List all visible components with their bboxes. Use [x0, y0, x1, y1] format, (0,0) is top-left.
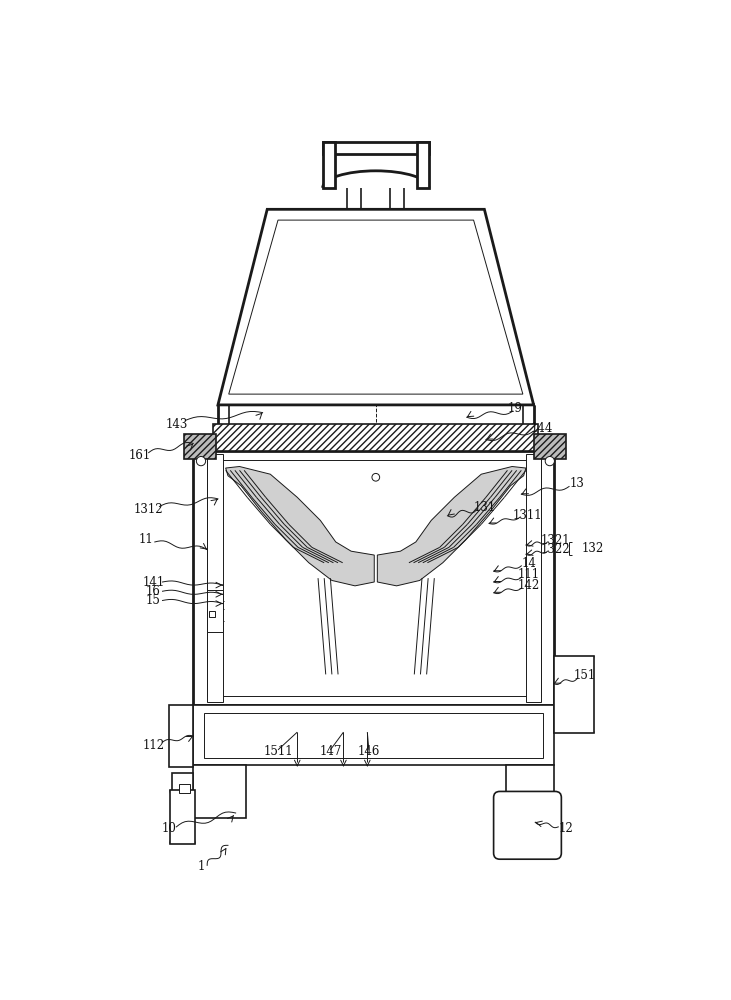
Text: 1321: 1321: [540, 534, 570, 547]
Bar: [322, 142, 429, 154]
Bar: [193, 765, 246, 818]
Bar: [179, 784, 190, 793]
Bar: [553, 656, 594, 733]
Text: 146: 146: [357, 745, 380, 758]
Text: 141: 141: [142, 576, 164, 588]
FancyBboxPatch shape: [493, 791, 561, 859]
Text: 132: 132: [581, 542, 604, 555]
Bar: [172, 773, 193, 810]
Bar: [322, 142, 335, 188]
Polygon shape: [226, 466, 374, 586]
Text: 1322: 1322: [540, 543, 570, 556]
Circle shape: [372, 473, 379, 481]
Bar: [170, 790, 195, 844]
Text: 111: 111: [518, 568, 540, 581]
Text: 1: 1: [197, 860, 205, 873]
Bar: [193, 451, 553, 705]
Bar: [204, 713, 543, 758]
Bar: [534, 434, 566, 459]
Text: 1312: 1312: [134, 503, 164, 516]
Bar: [193, 705, 553, 765]
Text: 10: 10: [162, 822, 176, 835]
Bar: [506, 765, 553, 818]
Text: 112: 112: [143, 739, 164, 752]
Bar: [526, 454, 542, 702]
Bar: [169, 705, 193, 767]
Text: 143: 143: [165, 418, 188, 431]
Bar: [207, 454, 222, 702]
Text: 14: 14: [522, 557, 537, 570]
Circle shape: [197, 456, 205, 466]
Text: 151: 151: [573, 669, 596, 682]
Text: 11: 11: [138, 533, 153, 546]
Text: 19: 19: [508, 402, 523, 415]
Text: 144: 144: [530, 422, 553, 434]
Text: 15: 15: [145, 594, 161, 607]
Bar: [184, 434, 216, 459]
Bar: [417, 142, 429, 188]
Bar: [207, 590, 222, 632]
Text: 142: 142: [518, 579, 540, 592]
Text: 131: 131: [473, 501, 496, 514]
Text: 147: 147: [319, 745, 341, 758]
Bar: [209, 611, 215, 617]
Text: 161: 161: [128, 449, 151, 462]
Text: 1511: 1511: [263, 745, 293, 758]
Polygon shape: [218, 209, 534, 405]
Polygon shape: [377, 466, 526, 586]
Bar: [207, 460, 542, 696]
Text: 12: 12: [558, 822, 573, 835]
Text: 16: 16: [145, 585, 161, 598]
Bar: [213, 424, 538, 451]
Text: 1311: 1311: [512, 509, 542, 522]
Circle shape: [545, 456, 554, 466]
Polygon shape: [229, 220, 523, 394]
Text: 13: 13: [569, 477, 584, 490]
